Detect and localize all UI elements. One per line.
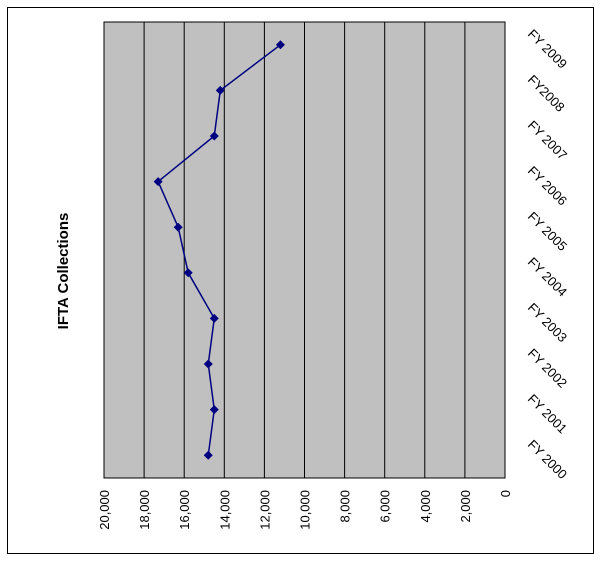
value-tick-label: 0 xyxy=(498,490,513,497)
value-tick-label: 16,000 xyxy=(177,490,192,530)
series-markers xyxy=(153,40,285,460)
chart-title: IFTA Collections xyxy=(55,213,72,330)
category-tick-label: FY 2003 xyxy=(525,300,570,345)
category-tick-label: FY 2006 xyxy=(525,163,570,208)
value-tick-label: 10,000 xyxy=(298,490,313,530)
category-tick-label: FY 2001 xyxy=(525,391,570,436)
data-point-marker xyxy=(215,85,225,95)
value-tick-label: 4,000 xyxy=(418,490,433,523)
data-point-marker xyxy=(203,359,213,369)
value-tick-label: 14,000 xyxy=(217,490,232,530)
value-tick-label: 12,000 xyxy=(257,490,272,530)
category-tick-label: FY 2005 xyxy=(525,209,570,254)
value-tick-label: 8,000 xyxy=(338,490,353,523)
category-tick-label: FY2008 xyxy=(525,72,568,115)
data-point-marker xyxy=(209,131,219,141)
value-tick-label: 6,000 xyxy=(378,490,393,523)
category-tick-label: FY 2002 xyxy=(525,346,570,391)
data-point-marker xyxy=(183,268,193,278)
data-point-marker xyxy=(209,313,219,323)
data-point-marker xyxy=(153,177,163,187)
value-tick-label: 18,000 xyxy=(137,490,152,530)
category-tick-label: FY 2004 xyxy=(525,254,570,299)
value-tick-label: 20,000 xyxy=(97,490,112,530)
data-point-marker xyxy=(209,405,219,415)
category-tick-label: FY 2007 xyxy=(525,118,570,163)
category-tick-label: FY 2009 xyxy=(525,26,570,71)
category-tick-label: FY 2000 xyxy=(525,437,570,482)
data-point-marker xyxy=(173,222,183,232)
value-axis-ticks: 0 2,000 4,000 6,000 8,000 10,000 12,000 14,000 1… xyxy=(97,490,513,530)
gridlines xyxy=(143,22,466,478)
data-point-marker xyxy=(275,40,285,50)
series-line xyxy=(157,44,281,456)
value-tick-label: 2,000 xyxy=(458,490,473,523)
data-point-marker xyxy=(203,450,213,460)
